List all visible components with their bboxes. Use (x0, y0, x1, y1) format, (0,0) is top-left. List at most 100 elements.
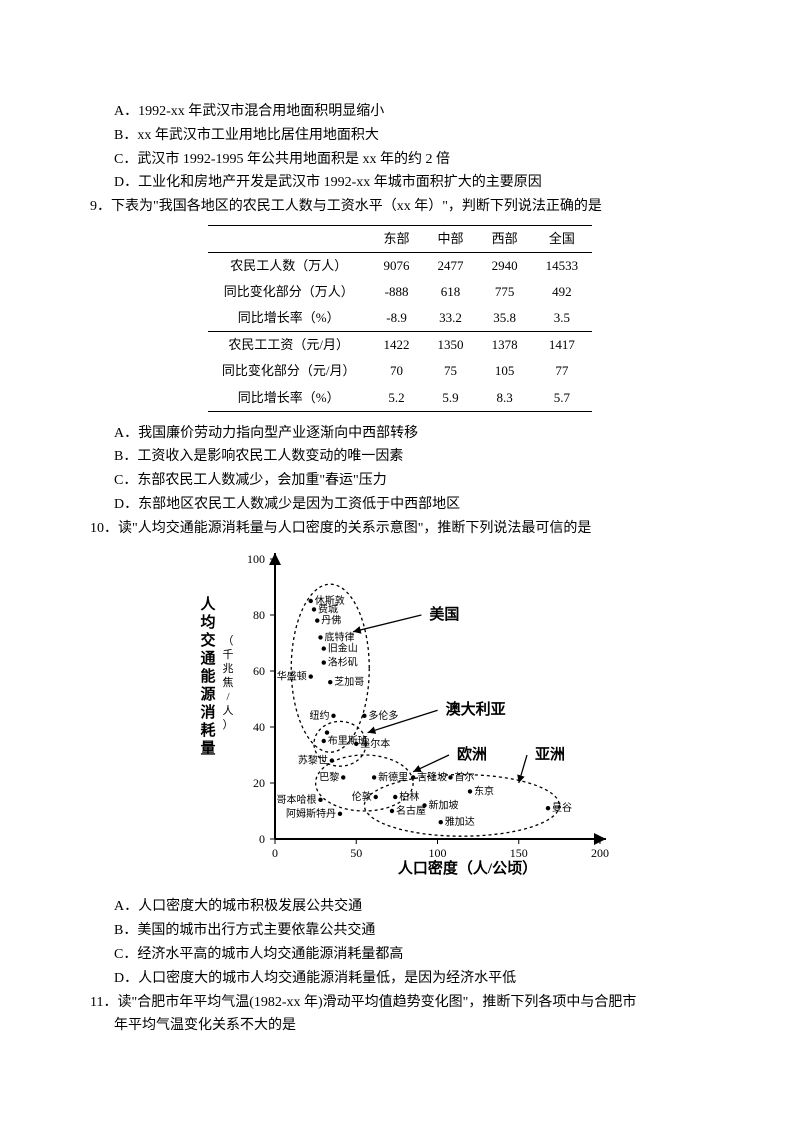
th-east: 东部 (370, 225, 424, 252)
cell: 8.3 (478, 385, 532, 412)
svg-text:阿姆斯特丹: 阿姆斯特丹 (286, 806, 336, 819)
cell: 105 (478, 358, 532, 384)
svg-text:量: 量 (200, 740, 215, 757)
svg-text:柏林: 柏林 (399, 790, 419, 803)
q10-stem: 10．读"人均交通能源消耗量与人口密度的关系示意图"，推断下列说法最可信的是 (90, 517, 710, 541)
cell: 同比增长率（%） (208, 385, 370, 412)
cell: 1422 (370, 332, 424, 359)
exam-page: A．1992-xx 年武汉市混合用地面积明显缩小 B．xx 年武汉市工业用地比居… (0, 0, 800, 1098)
svg-text:新加坡: 新加坡 (429, 798, 459, 811)
q8-option-d: D．工业化和房地产开发是武汉市 1992-xx 年城市面积扩大的主要原因 (90, 171, 710, 195)
th-mid: 中部 (424, 225, 478, 252)
cell: 同比增长率（%） (208, 305, 370, 332)
table-row: 农民工工资（元/月） 1422 1350 1378 1417 (208, 332, 592, 359)
cell: 3.5 (532, 305, 593, 332)
svg-text:50: 50 (350, 846, 362, 860)
cell: 775 (478, 279, 532, 305)
table-row: 同比增长率（%） -8.9 33.2 35.8 3.5 (208, 305, 592, 332)
q9-stem: 9．下表为"我国各地区的农民工人数与工资水平（xx 年）"，判断下列说法正确的是 (90, 195, 710, 219)
cell: -888 (370, 279, 424, 305)
q10-chart: 050100150200020406080100人口密度（人/公顷）人均交通能源… (190, 549, 610, 888)
cell: 5.7 (532, 385, 593, 412)
svg-text:通: 通 (200, 650, 215, 667)
svg-text:200: 200 (591, 846, 609, 860)
table-row: 农民工人数（万人） 9076 2477 2940 14533 (208, 253, 592, 280)
th-all: 全国 (532, 225, 593, 252)
q11-continuation: 年平均气温变化关系不大的是 (90, 1014, 710, 1038)
cell: 5.2 (370, 385, 424, 412)
svg-text:苏黎世: 苏黎世 (298, 753, 328, 766)
svg-text:（: （ (223, 634, 234, 647)
svg-text:底特律: 底特律 (325, 630, 355, 643)
q9-option-b: B．工资收入是影响农民工人数变动的唯一因素 (90, 445, 710, 469)
svg-text:东京: 东京 (474, 784, 494, 797)
svg-text:雅加达: 雅加达 (445, 815, 475, 828)
svg-text:千: 千 (223, 648, 234, 661)
svg-text:多伦多: 多伦多 (368, 708, 398, 721)
cell: 492 (532, 279, 593, 305)
cell: 33.2 (424, 305, 478, 332)
svg-text:均: 均 (200, 613, 215, 631)
cell: 1378 (478, 332, 532, 359)
q9-table: 东部 中部 西部 全国 农民工人数（万人） 9076 2477 2940 145… (208, 225, 592, 412)
svg-text:）: ） (223, 718, 234, 731)
table-header-row: 东部 中部 西部 全国 (208, 225, 592, 252)
svg-text:芝加哥: 芝加哥 (334, 675, 364, 688)
cell: 农民工人数（万人） (208, 253, 370, 280)
q11-stem: 11．读"合肥市年平均气温(1982-xx 年)滑动平均值趋势变化图"，推断下列… (90, 991, 710, 1015)
svg-text:焦: 焦 (223, 676, 234, 689)
cell: 70 (370, 358, 424, 384)
svg-text:100: 100 (429, 846, 447, 860)
q10-option-d: D．人口密度大的城市人均交通能源消耗量低，是因为经济水平低 (90, 967, 710, 991)
svg-text:60: 60 (253, 664, 265, 678)
q8-option-c: C．武汉市 1992-1995 年公共用地面积是 xx 年的约 2 倍 (90, 148, 710, 172)
cell: 77 (532, 358, 593, 384)
svg-text:/: / (226, 691, 230, 703)
cell: 75 (424, 358, 478, 384)
svg-text:洛杉矶: 洛杉矶 (328, 655, 358, 668)
svg-text:20: 20 (253, 776, 265, 790)
cell: 农民工工资（元/月） (208, 332, 370, 359)
svg-text:兆: 兆 (223, 662, 234, 675)
cell: 618 (424, 279, 478, 305)
cell: 1417 (532, 332, 593, 359)
svg-text:丹佛: 丹佛 (321, 613, 341, 626)
svg-text:巴黎: 巴黎 (319, 770, 339, 783)
svg-text:40: 40 (253, 720, 265, 734)
svg-text:150: 150 (510, 846, 528, 860)
q8-option-b: B．xx 年武汉市工业用地比居住用地面积大 (90, 124, 710, 148)
svg-text:亚洲: 亚洲 (535, 746, 565, 763)
svg-text:源: 源 (200, 685, 215, 703)
svg-text:欧洲: 欧洲 (457, 745, 487, 763)
cell: 1350 (424, 332, 478, 359)
svg-text:100: 100 (247, 552, 265, 566)
svg-text:美国: 美国 (429, 605, 459, 623)
svg-text:伦敦: 伦敦 (352, 790, 372, 803)
svg-text:0: 0 (272, 846, 278, 860)
cell: -8.9 (370, 305, 424, 332)
cell: 同比变化部分（万人） (208, 279, 370, 305)
cell: 2940 (478, 253, 532, 280)
svg-text:人: 人 (223, 704, 234, 717)
q8-option-a: A．1992-xx 年武汉市混合用地面积明显缩小 (90, 100, 710, 124)
cell: 同比变化部分（元/月） (208, 358, 370, 384)
cell: 2477 (424, 253, 478, 280)
svg-text:消: 消 (200, 703, 215, 721)
svg-text:墨尔本: 墨尔本 (360, 736, 390, 749)
svg-text:费城: 费城 (318, 602, 338, 615)
q9-option-a: A．我国廉价劳动力指向型产业逐渐向中西部转移 (90, 422, 710, 446)
svg-text:旧金山: 旧金山 (328, 641, 358, 654)
svg-text:澳大利亚: 澳大利亚 (446, 700, 506, 718)
th-west: 西部 (478, 225, 532, 252)
svg-text:名古屋: 名古屋 (396, 804, 426, 817)
cell: 9076 (370, 253, 424, 280)
q9-option-c: C．东部农民工人数减少，会加重"春运"压力 (90, 469, 710, 493)
q10-option-a: A．人口密度大的城市积极发展公共交通 (90, 895, 710, 919)
table-row: 同比变化部分（元/月） 70 75 105 77 (208, 358, 592, 384)
table-row: 同比变化部分（万人） -888 618 775 492 (208, 279, 592, 305)
svg-text:哥本哈根: 哥本哈根 (277, 792, 317, 805)
scatter-chart-svg: 050100150200020406080100人口密度（人/公顷）人均交通能源… (190, 549, 610, 879)
svg-text:华盛顿: 华盛顿 (277, 669, 307, 682)
cell: 14533 (532, 253, 593, 280)
th-blank (208, 225, 370, 252)
